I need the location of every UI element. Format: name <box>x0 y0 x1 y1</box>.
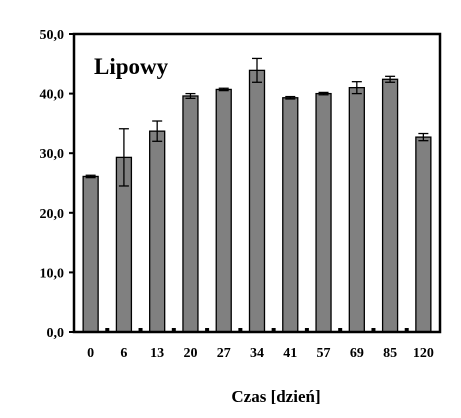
bar <box>248 69 266 333</box>
bar <box>315 92 332 333</box>
x-tick-label: 34 <box>250 346 264 361</box>
bar <box>182 95 199 333</box>
y-tick-label: 0,0 <box>47 326 65 341</box>
x-tick <box>105 328 110 332</box>
chart-title: Lipowy <box>94 54 169 79</box>
x-tick <box>371 328 376 332</box>
y-tick-label: 30,0 <box>40 147 65 162</box>
x-tick <box>138 328 143 332</box>
x-tick-label: 120 <box>413 346 434 361</box>
plot-frame <box>72 32 442 334</box>
x-tick-label: 6 <box>120 346 127 361</box>
y-tick-label: 20,0 <box>40 207 65 222</box>
x-axis: 0 6 13 20 27 34 41 57 69 85 120 <box>87 328 434 361</box>
x-tick-label: 27 <box>217 346 231 361</box>
y-tick-label: 50,0 <box>40 28 65 43</box>
bar <box>282 97 299 333</box>
bar <box>348 86 365 333</box>
y-axis: 0,0 10,0 20,0 30,0 40,0 50,0 <box>40 28 74 341</box>
bar <box>415 136 432 333</box>
x-tick <box>171 328 176 332</box>
x-tick-label: 85 <box>383 346 397 361</box>
x-tick <box>404 328 409 332</box>
bar <box>82 175 99 333</box>
error-bars-layer <box>85 57 429 187</box>
x-tick <box>238 328 243 332</box>
x-tick-label: 57 <box>317 346 331 361</box>
x-axis-title: Czas [dzień] <box>231 387 320 406</box>
y-tick-label: 10,0 <box>40 266 65 281</box>
bar <box>215 88 232 333</box>
x-tick-label: 20 <box>183 346 197 361</box>
x-tick-label: 13 <box>150 346 164 361</box>
bar <box>149 130 166 333</box>
x-tick-label: 0 <box>87 346 94 361</box>
bar <box>381 78 399 333</box>
x-tick-label: 41 <box>283 346 297 361</box>
y-tick-label: 40,0 <box>40 88 65 103</box>
x-tick-label: 69 <box>350 346 364 361</box>
x-tick <box>205 328 210 332</box>
x-tick <box>271 328 276 332</box>
bars-layer <box>82 69 432 333</box>
x-tick <box>304 328 309 332</box>
x-tick <box>338 328 343 332</box>
